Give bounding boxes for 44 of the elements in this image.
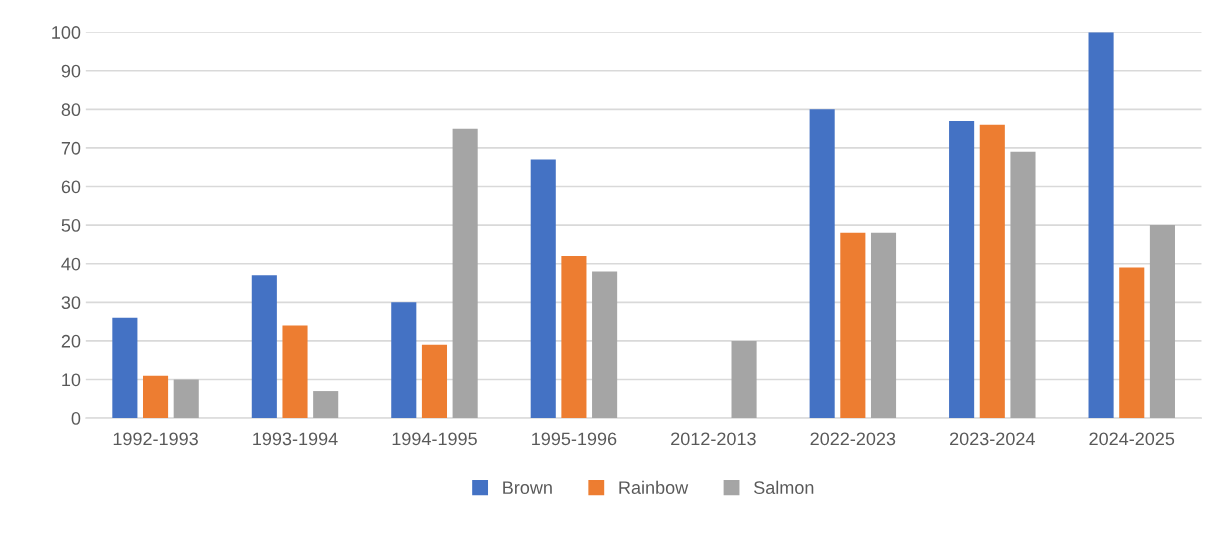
bar: [809, 109, 835, 419]
x-tick-label: 2023-2024: [950, 432, 1035, 446]
y-tick-label: 50: [61, 219, 81, 232]
bar: [391, 302, 417, 419]
y-tick-label: 90: [61, 64, 81, 78]
bar: [143, 375, 169, 419]
bar: [112, 317, 138, 419]
x-tick-label: 1995-1996: [532, 432, 617, 446]
bar: [561, 255, 587, 419]
bar: [452, 128, 478, 419]
bar: [530, 159, 556, 419]
bar: [731, 340, 757, 419]
legend-label: Brown: [503, 481, 552, 494]
x-tick-label: 1992-1993: [113, 432, 198, 446]
bar: [1149, 225, 1175, 419]
x-tick-label: 1994-1995: [392, 432, 477, 446]
y-tick-label: 20: [61, 334, 81, 348]
x-tick-label: 1993-1994: [253, 432, 338, 446]
y-tick-label: 60: [61, 180, 81, 194]
bar: [1119, 267, 1145, 419]
legend-label: Salmon: [754, 480, 814, 494]
bar: [979, 124, 1005, 419]
bar: [1010, 151, 1036, 419]
bar: [313, 391, 339, 419]
y-tick-label: 40: [61, 257, 81, 271]
y-tick-label: 100: [52, 26, 81, 39]
bar: [592, 271, 618, 419]
y-tick-label: 0: [71, 412, 81, 425]
y-tick-label: 30: [61, 296, 81, 310]
bar: [282, 325, 308, 419]
bar: [949, 120, 975, 419]
y-tick-label: 70: [61, 141, 81, 155]
bar: [870, 232, 897, 419]
x-tick-label: 2024-2025: [1089, 432, 1175, 446]
bar: [840, 232, 866, 419]
bar: [251, 275, 277, 419]
bar: [421, 344, 448, 419]
y-tick-label: 80: [61, 103, 81, 117]
x-tick-label: 2022-2023: [810, 432, 896, 446]
legend-label: Rainbow: [619, 480, 689, 494]
bar: [173, 379, 199, 419]
y-tick-label: 10: [62, 373, 81, 387]
bar: [1088, 32, 1114, 419]
x-tick-label: 2012-2013: [671, 432, 756, 446]
